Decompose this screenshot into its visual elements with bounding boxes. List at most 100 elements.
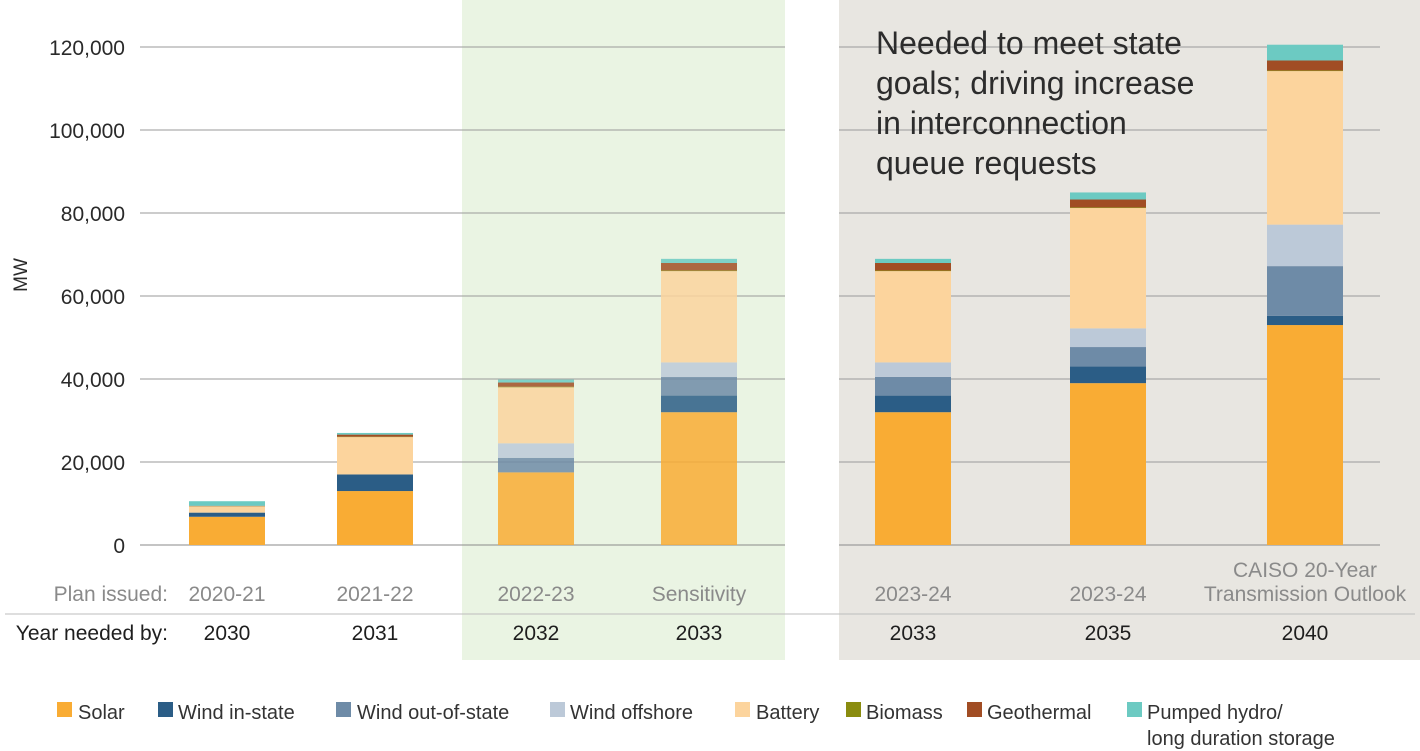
bar-segment-solar-2031 (337, 491, 413, 545)
year-needed-label: 2040 (1282, 622, 1329, 645)
year-needed-label: 2032 (513, 622, 560, 645)
bar-segment-pumped-hydro-long-duration-storage-2035 (1070, 192, 1146, 200)
bar-segment-wind-offshore-2033 (875, 362, 951, 377)
legend-label: Wind offshore (570, 702, 693, 724)
y-tick-label: 0 (113, 535, 125, 558)
legend-swatch-wind-offshore (550, 702, 565, 717)
year-needed-label: 2033 (890, 622, 937, 645)
bar-segment-pumped-hydro-long-duration-storage-2033 (875, 258, 951, 264)
y-tick-label: 120,000 (49, 37, 125, 60)
bar-segment-wind-offshore-2032 (498, 443, 574, 458)
bar-segment-geothermal-2040 (1267, 60, 1343, 71)
legend-swatch-wind-in-state (158, 702, 173, 717)
bar-segment-solar-2035 (1070, 383, 1146, 545)
plan-issued-label: 2021-22 (336, 583, 413, 606)
y-axis: 0 20,000 40,000 60,000 80,000 100,000 120,000 M… (11, 37, 125, 558)
bar-segment-solar-2030 (189, 516, 265, 545)
bar-segment-battery-2033 (661, 271, 737, 363)
bar-segment-wind-in-state-2033 (661, 395, 737, 413)
plan-issued-label: Sensitivity (652, 583, 747, 606)
year-needed-label: 2031 (352, 622, 399, 645)
legend-swatch-solar (57, 702, 72, 717)
y-tick-label: 60,000 (61, 286, 125, 309)
bar-segment-pumped-hydro-long-duration-storage-2032 (498, 379, 574, 383)
plan-issued-label: CAISO 20-Year (1233, 559, 1377, 582)
y-tick-label: 80,000 (61, 203, 125, 226)
bar-segment-battery-2040 (1267, 71, 1343, 225)
plan-issued-label: 2022-23 (497, 583, 574, 606)
plan-issued-label: 2023-24 (1069, 583, 1146, 606)
bar-segment-solar-2033 (661, 412, 737, 545)
bar-segment-battery-2035 (1070, 208, 1146, 329)
plan-issued-label: 2020-21 (188, 583, 265, 606)
legend-swatch-biomass (846, 702, 861, 717)
bar-segment-wind-out-of-state-2032 (498, 457, 574, 473)
legend-label: Pumped hydro/ (1147, 702, 1283, 724)
bar-segment-geothermal-2035 (1070, 199, 1146, 208)
bar-segment-battery-2031 (337, 437, 413, 475)
legend-swatch-battery (735, 702, 750, 717)
y-tick-label: 20,000 (61, 452, 125, 475)
bar-segment-battery-2030 (189, 506, 265, 513)
legend-label: long duration storage (1147, 728, 1335, 750)
bar-segment-pumped-hydro-long-duration-storage-2040 (1267, 44, 1343, 61)
legend-label: Wind in-state (178, 702, 295, 724)
bar-segment-wind-in-state-2033 (875, 395, 951, 413)
bar-segment-geothermal-2033 (661, 263, 737, 271)
bar-segment-biomass-2033 (875, 270, 951, 272)
bar-segment-battery-2033 (875, 271, 951, 363)
plan-issued-row-label: Plan issued: (54, 583, 168, 606)
y-tick-label: 40,000 (61, 369, 125, 392)
annotation-line: in interconnection (876, 105, 1127, 141)
bar-segment-wind-out-of-state-2040 (1267, 266, 1343, 316)
bar-segment-geothermal-2033 (875, 263, 951, 271)
bar-segment-wind-out-of-state-2033 (661, 376, 737, 396)
annotation-line: Needed to meet state (876, 25, 1182, 61)
bar-segment-wind-out-of-state-2035 (1070, 347, 1146, 367)
year-needed-label: 2030 (204, 622, 251, 645)
year-needed-row-label: Year needed by: (16, 622, 168, 645)
bar-segment-wind-in-state-2035 (1070, 366, 1146, 384)
bar-segment-wind-offshore-2033 (661, 362, 737, 377)
legend-label: Battery (756, 702, 819, 724)
bar-segment-geothermal-2031 (337, 434, 413, 437)
bar-segment-wind-in-state-2030 (189, 512, 265, 517)
bar-segment-solar-2040 (1267, 325, 1343, 545)
bar-segment-biomass-2040 (1267, 70, 1343, 72)
plan-issued-label: Transmission Outlook (1204, 583, 1407, 606)
bar-segment-wind-in-state-2040 (1267, 315, 1343, 326)
legend-label: Solar (78, 702, 125, 724)
bars (189, 44, 1343, 545)
legend-swatch-pumped-hydro-long-duration-storage (1127, 702, 1142, 717)
bar-segment-geothermal-2032 (498, 382, 574, 387)
legend: Solar Wind in-state Wind out-of-state Wind … (57, 702, 1335, 750)
annotation-text: Needed to meet state goals; driving incre… (876, 25, 1194, 181)
plan-issued-label: 2023-24 (874, 583, 951, 606)
annotation-line: queue requests (876, 145, 1097, 181)
y-tick-label: 100,000 (49, 120, 125, 143)
year-needed-label: 2035 (1085, 622, 1132, 645)
legend-label: Wind out-of-state (357, 702, 509, 724)
bar-segment-pumped-hydro-long-duration-storage-2031 (337, 432, 413, 435)
legend-swatch-wind-out-of-state (336, 702, 351, 717)
legend-label: Geothermal (987, 702, 1092, 724)
bar-segment-wind-in-state-2031 (337, 474, 413, 492)
annotation-line: goals; driving increase (876, 65, 1194, 101)
legend-swatch-geothermal (967, 702, 982, 717)
bar-segment-biomass-2033 (661, 270, 737, 272)
bar-segment-pumped-hydro-long-duration-storage-2030 (189, 501, 265, 506)
y-axis-label: MW (11, 258, 32, 292)
bar-segment-solar-2033 (875, 412, 951, 545)
bar-segment-wind-offshore-2040 (1267, 224, 1343, 267)
legend-label: Biomass (866, 702, 943, 724)
bar-segment-biomass-2035 (1070, 207, 1146, 209)
bar-segment-pumped-hydro-long-duration-storage-2033 (661, 258, 737, 264)
bar-segment-battery-2032 (498, 387, 574, 444)
bar-segment-wind-out-of-state-2033 (875, 376, 951, 396)
category-labels: Plan issued: Year needed by: 2020-21 2030 20… (5, 559, 1415, 645)
bar-segment-wind-offshore-2035 (1070, 328, 1146, 348)
bar-segment-solar-2032 (498, 472, 574, 545)
year-needed-label: 2033 (676, 622, 723, 645)
bar-segment-biomass-2032 (498, 386, 574, 388)
